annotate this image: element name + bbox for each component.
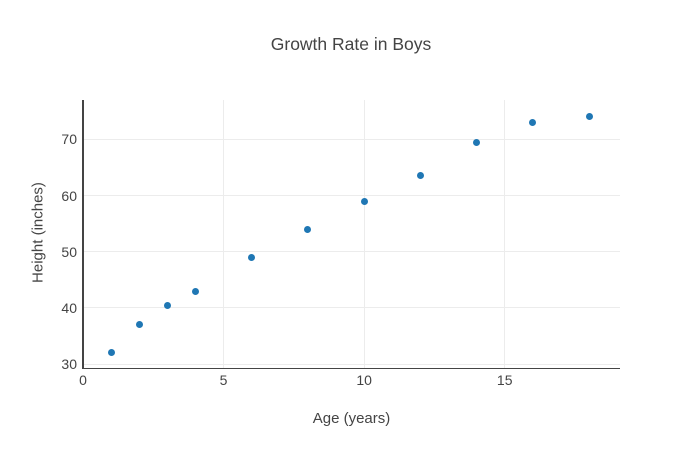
data-point[interactable] [135,321,143,329]
data-point[interactable] [585,113,593,121]
h-gridline [83,251,620,253]
plot-area[interactable] [83,100,620,368]
v-gridline [363,100,365,368]
y-tick-label: 70 [61,131,77,148]
y-tick-label: 30 [61,356,77,373]
chart-title-text: Growth Rate in Boys [270,34,432,54]
x-tick-label: 10 [356,372,372,388]
y-axis-title-text: Height (inches) [29,182,47,283]
chart-title: Growth Rate in Boys [0,34,700,55]
h-gridline [83,195,620,196]
x-tick-label: 15 [496,372,513,388]
h-gridline [83,138,620,140]
data-point[interactable] [191,287,199,295]
v-gridline [504,100,506,368]
x-axis-line [82,367,620,369]
data-point[interactable] [360,197,368,205]
y-tick-label: 50 [61,243,77,260]
data-point[interactable] [416,172,424,180]
data-point[interactable] [304,225,312,233]
y-axis-line [82,100,84,369]
data-point[interactable] [107,349,115,357]
y-tick-label: 40 [61,299,77,316]
h-gridline [83,363,620,365]
y-tick-label: 60 [61,187,77,204]
x-axis-title: Age (years) [312,410,391,427]
x-tick-label: 0 [79,372,87,388]
x-tick-label: 5 [219,372,228,388]
h-gridline [83,307,620,309]
data-point[interactable] [529,118,537,126]
data-point[interactable] [163,301,171,309]
data-point[interactable] [248,253,256,261]
v-gridline [223,100,225,368]
data-point[interactable] [473,138,481,146]
